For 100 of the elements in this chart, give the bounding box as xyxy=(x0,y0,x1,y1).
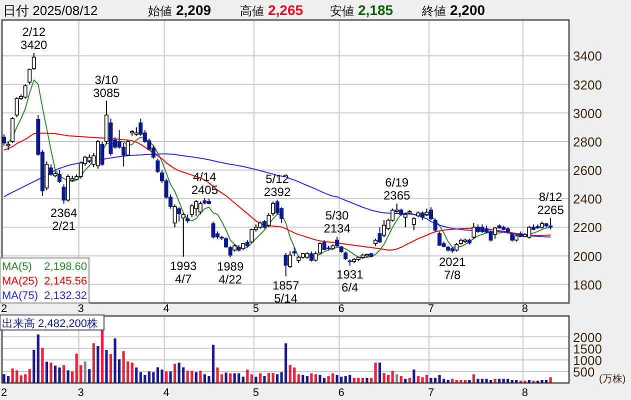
bar xyxy=(96,346,100,383)
x-tick-label: 2 xyxy=(0,387,8,399)
candlestick xyxy=(156,158,160,174)
bar xyxy=(396,374,398,383)
bar xyxy=(284,343,288,383)
candlestick xyxy=(177,206,182,222)
bar xyxy=(314,374,318,383)
x-tick-label: 6 xyxy=(338,303,344,315)
bar xyxy=(11,368,14,383)
text: 終値 2,200 xyxy=(421,2,486,18)
candlestick xyxy=(14,96,19,118)
annotation: 2021 7/8 xyxy=(439,254,466,282)
annotation: 2/12 3420 xyxy=(20,24,48,52)
candlestick xyxy=(250,228,254,244)
annotation: 2,145.56 xyxy=(44,276,87,288)
x-tick-label: 3 xyxy=(78,303,84,315)
bar xyxy=(178,362,180,383)
bar xyxy=(391,370,394,383)
chart-title: 日付 2025/08/12 xyxy=(3,3,98,18)
candlestick xyxy=(309,251,314,262)
annotation: 3/10 3085 xyxy=(93,72,120,100)
bar xyxy=(28,369,31,383)
bar xyxy=(430,378,432,383)
bar xyxy=(250,374,253,383)
candlestick xyxy=(433,218,438,232)
annotation: 6/19 2365 xyxy=(383,176,411,203)
bar xyxy=(66,370,70,383)
x-tick-label: 2 xyxy=(0,303,8,315)
bar xyxy=(224,372,228,383)
annotation: 1931 6/4 xyxy=(336,268,364,295)
candlestick xyxy=(438,231,442,246)
candlestick xyxy=(100,140,104,166)
candlestick xyxy=(284,252,288,277)
annotation: 2364 2/21 xyxy=(50,206,78,233)
annotation: 5/30 2134 xyxy=(324,208,351,236)
bar xyxy=(109,354,112,383)
x-tick-label: 6 xyxy=(338,387,344,399)
bar xyxy=(366,378,368,383)
text: 安値 2,185 xyxy=(330,2,394,18)
candlestick xyxy=(412,216,416,231)
bar xyxy=(199,370,202,383)
candlestick xyxy=(527,225,532,240)
x-tick-label: 4 xyxy=(163,387,170,399)
candlestick xyxy=(429,206,433,221)
bar xyxy=(58,368,61,383)
bar xyxy=(24,374,27,383)
annotation: 8/12 2265 xyxy=(537,190,564,217)
bar xyxy=(344,376,347,383)
candlestick xyxy=(198,201,202,215)
bar xyxy=(212,344,215,383)
candlestick xyxy=(23,84,28,100)
bar xyxy=(160,370,164,383)
bar xyxy=(438,374,441,383)
bar xyxy=(190,370,194,383)
candlestick xyxy=(58,170,62,184)
bar xyxy=(421,377,424,383)
text: MA(25) xyxy=(2,276,38,288)
x-tick-label: 4 xyxy=(163,303,170,315)
bar xyxy=(412,370,416,383)
candlestick xyxy=(288,251,292,268)
candlestick xyxy=(211,221,216,240)
candlestick xyxy=(181,212,186,258)
bar xyxy=(276,374,279,383)
bar xyxy=(267,373,270,383)
candlestick xyxy=(318,242,322,255)
bar xyxy=(114,338,116,383)
bar xyxy=(100,330,104,383)
x-tick-label: 5 xyxy=(252,387,259,399)
candlestick xyxy=(224,236,228,248)
candlestick xyxy=(62,184,66,204)
candlestick xyxy=(382,220,386,238)
candlestick xyxy=(493,226,498,240)
bar xyxy=(84,362,86,383)
bar xyxy=(288,364,292,383)
bar xyxy=(318,374,322,383)
annotation: 1857 5/14 xyxy=(272,278,300,306)
candlestick xyxy=(194,200,198,216)
text: MA(5) xyxy=(2,261,32,273)
bar xyxy=(54,366,57,383)
candlestick xyxy=(190,204,194,218)
bar xyxy=(156,367,160,383)
candlestick xyxy=(271,201,276,216)
text: MA(75) xyxy=(2,290,38,302)
candlestick xyxy=(172,204,177,228)
bar xyxy=(374,362,377,383)
y-tick-label: 3000 xyxy=(573,106,602,121)
bar xyxy=(62,365,66,383)
candlestick xyxy=(126,140,130,156)
annotation: 1993 4/7 xyxy=(170,258,198,286)
candlestick xyxy=(335,236,340,248)
bar xyxy=(32,350,36,383)
annotation: 5/12 2392 xyxy=(264,172,291,199)
y-tick-label: 2600 xyxy=(573,163,602,178)
candlestick xyxy=(548,217,553,230)
bar xyxy=(71,371,74,383)
annotation: 2,132.32 xyxy=(44,290,87,302)
x-tick-label: 7 xyxy=(428,303,434,315)
candlestick xyxy=(66,174,70,202)
bar xyxy=(164,371,168,383)
bar xyxy=(216,368,219,383)
